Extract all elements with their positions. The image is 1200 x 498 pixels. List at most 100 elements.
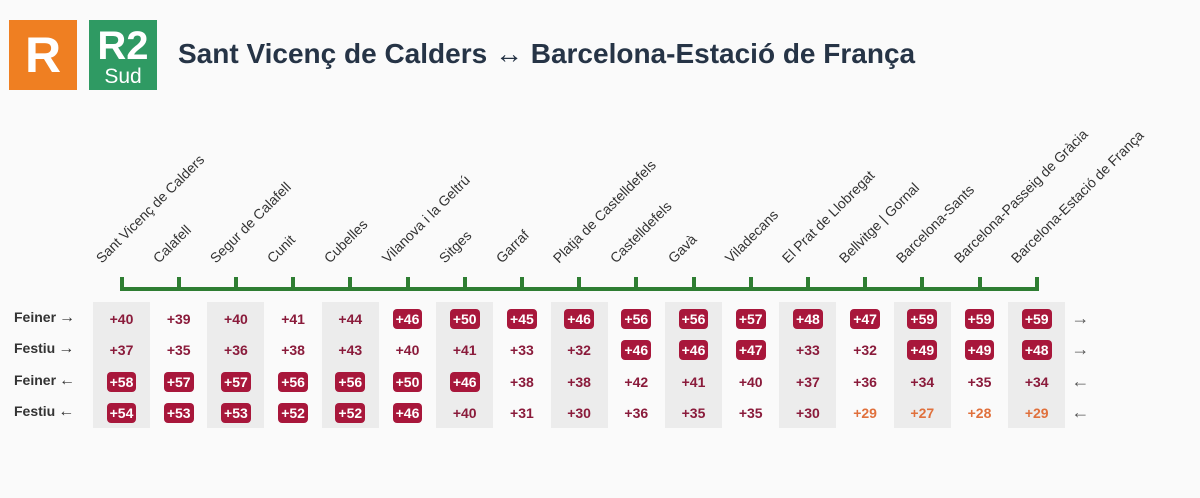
delay-cell: +30 bbox=[551, 403, 608, 423]
delay-cell: +52 bbox=[322, 403, 379, 423]
arrow-right-icon: → bbox=[58, 340, 75, 357]
delay-value: +27 bbox=[910, 405, 935, 421]
delay-cell: +33 bbox=[779, 340, 836, 360]
delay-value: +34 bbox=[1024, 374, 1049, 390]
station-label: Viladecans bbox=[721, 206, 782, 266]
delay-cell: +50 bbox=[436, 309, 493, 329]
delay-value: +44 bbox=[338, 311, 363, 327]
delay-value: +41 bbox=[452, 342, 477, 358]
delay-value: +40 bbox=[109, 311, 134, 327]
delay-cell: +54 bbox=[93, 403, 150, 423]
station-tick bbox=[863, 277, 868, 289]
delay-cell: +32 bbox=[551, 340, 608, 360]
delay-cell: +34 bbox=[1008, 372, 1065, 392]
row-label: Feiner ← bbox=[14, 372, 75, 390]
delay-cell: +50 bbox=[379, 372, 436, 392]
delay-cell: +56 bbox=[608, 309, 665, 329]
delay-cell: +57 bbox=[207, 372, 264, 392]
station-tick bbox=[577, 277, 582, 289]
delay-cell: +41 bbox=[265, 309, 322, 329]
delay-cell: +57 bbox=[722, 309, 779, 329]
arrow-right-icon: → bbox=[59, 309, 76, 326]
station-label: Garraf bbox=[492, 226, 533, 266]
delay-cell: +40 bbox=[379, 340, 436, 360]
delay-cell: +31 bbox=[493, 403, 550, 423]
delay-cell: +49 bbox=[894, 340, 951, 360]
line-r2-sud-logo: R2 Sud bbox=[89, 20, 157, 90]
station-label: Sant Vicenç de Calders bbox=[92, 151, 207, 266]
delay-cell: +47 bbox=[722, 340, 779, 360]
delay-cell: +36 bbox=[207, 340, 264, 360]
line-bar bbox=[119, 287, 1039, 291]
station-tick bbox=[920, 277, 925, 289]
station-tick bbox=[462, 277, 467, 289]
delay-value: +40 bbox=[738, 374, 763, 390]
arrow-left-icon: ← bbox=[1071, 402, 1090, 422]
arrow-left-icon: ← bbox=[58, 403, 75, 420]
delay-value: +40 bbox=[395, 342, 420, 358]
arrow-left-icon: ← bbox=[59, 372, 76, 389]
delay-value: +38 bbox=[567, 374, 591, 390]
delay-value: +46 bbox=[621, 340, 652, 360]
delay-value: +48 bbox=[1021, 340, 1052, 360]
delay-cell: +34 bbox=[894, 372, 951, 392]
delay-cell: +37 bbox=[93, 340, 150, 360]
delay-value: +46 bbox=[392, 309, 423, 329]
station-label: Sitges bbox=[435, 227, 475, 266]
delay-cell: +59 bbox=[951, 309, 1008, 329]
delay-value: +36 bbox=[853, 374, 877, 390]
delay-cell: +59 bbox=[894, 309, 951, 329]
delay-value: +38 bbox=[281, 342, 305, 358]
delay-cell: +35 bbox=[722, 403, 779, 423]
delay-value: +53 bbox=[163, 403, 194, 423]
line-subname: Sud bbox=[104, 65, 142, 88]
delay-value: +31 bbox=[510, 405, 534, 421]
delay-value: +29 bbox=[1024, 405, 1049, 421]
delay-value: +59 bbox=[907, 309, 938, 329]
delay-value: +56 bbox=[678, 309, 709, 329]
delay-cell: +27 bbox=[894, 403, 951, 423]
arrow-right-icon: → bbox=[1071, 339, 1090, 359]
station-tick bbox=[348, 277, 353, 289]
delay-value: +56 bbox=[278, 372, 308, 392]
delay-value: +49 bbox=[907, 340, 938, 360]
delay-value: +57 bbox=[221, 372, 251, 392]
delay-cell: +46 bbox=[379, 403, 436, 423]
service-type: Festiu bbox=[14, 340, 56, 356]
delay-cell: +46 bbox=[436, 372, 493, 392]
delay-value: +30 bbox=[796, 405, 820, 421]
delay-value: +28 bbox=[967, 405, 992, 421]
delay-value: +42 bbox=[624, 374, 649, 390]
delay-cell: +38 bbox=[493, 372, 550, 392]
service-type: Feiner bbox=[14, 309, 57, 325]
delay-cell: +58 bbox=[93, 372, 150, 392]
delay-cell: +44 bbox=[322, 309, 379, 329]
delay-value: +58 bbox=[106, 372, 137, 392]
delay-value: +36 bbox=[624, 405, 649, 421]
delay-cell: +35 bbox=[150, 340, 207, 360]
station-tick bbox=[405, 277, 410, 289]
delay-value: +56 bbox=[335, 372, 366, 392]
delay-value: +57 bbox=[735, 309, 766, 329]
service-type: Festiu bbox=[14, 403, 56, 419]
delay-cell: +30 bbox=[779, 403, 836, 423]
delay-cell: +35 bbox=[665, 403, 722, 423]
delay-value: +46 bbox=[678, 340, 709, 360]
delay-cell: +49 bbox=[951, 340, 1008, 360]
delay-cell: +28 bbox=[951, 403, 1008, 423]
station-tick bbox=[806, 277, 810, 289]
delay-value: +36 bbox=[224, 342, 248, 358]
delay-value: +33 bbox=[510, 342, 534, 358]
delay-value: +52 bbox=[335, 403, 366, 423]
delay-value: +53 bbox=[221, 403, 251, 423]
delay-value: +34 bbox=[910, 374, 935, 390]
station-label: El Prat de Llobregat bbox=[778, 167, 878, 266]
delay-value: +46 bbox=[564, 309, 594, 329]
delay-cell: +46 bbox=[379, 309, 436, 329]
delay-cell: +37 bbox=[779, 372, 836, 392]
delay-cell: +35 bbox=[951, 372, 1008, 392]
arrow-right-icon: → bbox=[1071, 308, 1090, 328]
delay-value: +46 bbox=[392, 403, 423, 423]
delay-cell: +48 bbox=[779, 309, 836, 329]
delay-cell: +53 bbox=[207, 403, 264, 423]
